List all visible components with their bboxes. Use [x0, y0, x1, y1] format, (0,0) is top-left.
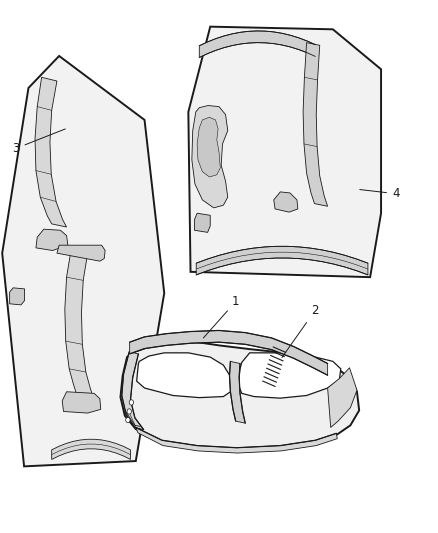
Polygon shape [35, 77, 67, 227]
Polygon shape [230, 361, 245, 423]
Text: 1: 1 [203, 295, 240, 338]
Polygon shape [303, 43, 328, 206]
Circle shape [126, 417, 130, 423]
Polygon shape [137, 353, 231, 398]
Polygon shape [122, 352, 144, 430]
Polygon shape [57, 245, 105, 261]
Polygon shape [192, 106, 228, 208]
Polygon shape [120, 340, 359, 449]
Polygon shape [197, 117, 220, 177]
Polygon shape [2, 56, 164, 466]
Polygon shape [130, 330, 328, 375]
Polygon shape [62, 392, 101, 413]
Polygon shape [65, 251, 93, 398]
Polygon shape [274, 192, 298, 212]
Polygon shape [238, 353, 341, 398]
Polygon shape [199, 31, 315, 58]
Circle shape [127, 409, 131, 414]
Polygon shape [52, 439, 131, 459]
Polygon shape [36, 229, 68, 251]
Circle shape [129, 400, 134, 405]
Polygon shape [188, 27, 381, 277]
Text: 4: 4 [360, 187, 399, 200]
Polygon shape [196, 246, 368, 275]
Polygon shape [194, 213, 210, 232]
Text: 2: 2 [282, 304, 318, 358]
Text: 3: 3 [12, 129, 65, 155]
Polygon shape [136, 427, 337, 453]
Polygon shape [10, 288, 25, 305]
Polygon shape [328, 368, 357, 427]
